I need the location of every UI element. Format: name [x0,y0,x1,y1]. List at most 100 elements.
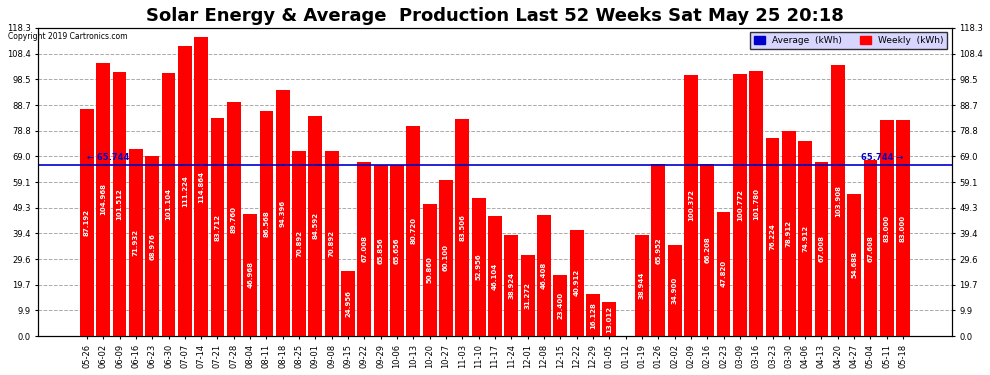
Text: 24.956: 24.956 [346,290,351,317]
Text: 101.104: 101.104 [165,188,171,220]
Text: 100.372: 100.372 [688,189,694,221]
Text: 87.192: 87.192 [84,209,90,236]
Text: 46.104: 46.104 [492,262,498,290]
Text: 34.900: 34.900 [671,277,677,304]
Text: 103.908: 103.908 [835,185,841,217]
Text: 70.892: 70.892 [296,230,302,257]
Text: 74.912: 74.912 [802,225,808,252]
Bar [651,164,665,336]
Bar [602,302,616,336]
Text: 78.912: 78.912 [786,220,792,247]
Bar [178,46,192,336]
Text: 89.760: 89.760 [231,206,237,233]
Text: 50.860: 50.860 [427,256,433,284]
Bar [537,215,550,336]
Bar [276,90,290,336]
Bar [896,120,910,336]
Text: 67.608: 67.608 [867,235,873,261]
Bar [684,75,698,336]
Text: 101.512: 101.512 [117,188,123,220]
Bar [635,235,648,336]
Bar [488,216,502,336]
Text: 114.864: 114.864 [198,171,204,202]
Bar [521,255,535,336]
Text: 38.924: 38.924 [508,272,515,299]
Text: 65.856: 65.856 [378,237,384,264]
Title: Solar Energy & Average  Production Last 52 Weeks Sat May 25 20:18: Solar Energy & Average Production Last 5… [147,7,843,25]
Bar [211,118,225,336]
Bar [309,116,323,336]
Bar [440,180,453,336]
Bar [80,109,94,336]
Text: 46.968: 46.968 [248,261,253,288]
Text: 60.100: 60.100 [444,244,449,272]
Text: 31.272: 31.272 [525,282,531,309]
Bar [96,63,110,336]
Text: 83.000: 83.000 [900,214,906,242]
Bar [815,162,829,336]
Text: 76.224: 76.224 [769,224,775,250]
Bar [325,152,339,336]
Text: 47.820: 47.820 [721,260,727,287]
Text: 86.568: 86.568 [263,210,269,237]
Text: ← 65.744: ← 65.744 [87,153,130,162]
Text: 70.892: 70.892 [329,230,335,257]
Text: 38.944: 38.944 [639,272,644,299]
Text: 83.000: 83.000 [884,214,890,242]
Text: 94.396: 94.396 [280,200,286,227]
Text: 67.008: 67.008 [361,236,367,262]
Bar [504,235,518,336]
Bar [765,138,779,336]
Bar [586,294,600,336]
Bar [194,37,208,336]
Bar [357,162,371,336]
Bar [342,271,355,336]
Text: 83.712: 83.712 [215,214,221,241]
Text: 66.208: 66.208 [704,237,710,263]
Bar [423,204,437,336]
Text: 71.932: 71.932 [133,229,139,256]
Text: 80.720: 80.720 [411,217,417,244]
Text: 46.408: 46.408 [541,262,546,290]
Bar [244,214,257,336]
Text: 16.128: 16.128 [590,302,596,328]
Text: 23.400: 23.400 [557,292,563,319]
Text: 40.912: 40.912 [573,269,579,296]
Text: 68.976: 68.976 [149,233,155,260]
Text: 101.780: 101.780 [753,188,759,219]
Bar [733,74,746,336]
Bar [472,198,486,336]
Text: 100.772: 100.772 [737,189,742,221]
Text: 13.012: 13.012 [606,306,612,333]
Bar [129,149,143,336]
Bar [798,141,812,336]
Bar [880,120,894,336]
Text: 65.744 →: 65.744 → [860,153,903,162]
Bar [407,126,421,336]
Text: Copyright 2019 Cartronics.com: Copyright 2019 Cartronics.com [8,32,128,41]
Bar [390,165,404,336]
Bar [259,111,273,336]
Bar [113,72,127,336]
Text: 104.968: 104.968 [100,183,106,215]
Bar [161,73,175,336]
Bar [292,152,306,336]
Text: 65.656: 65.656 [394,237,400,264]
Bar [553,275,567,336]
Text: 84.592: 84.592 [313,213,319,240]
Text: 67.008: 67.008 [819,236,825,262]
Bar [749,71,763,336]
Bar [831,65,844,336]
Bar [569,230,583,336]
Bar [374,165,388,336]
Bar [227,102,241,336]
Bar [847,194,861,336]
Text: 83.506: 83.506 [459,214,465,241]
Text: 111.224: 111.224 [182,175,188,207]
Bar [717,211,731,336]
Text: 65.952: 65.952 [655,237,661,264]
Bar [863,160,877,336]
Bar [700,164,714,336]
Bar [146,156,159,336]
Text: 52.956: 52.956 [475,254,482,280]
